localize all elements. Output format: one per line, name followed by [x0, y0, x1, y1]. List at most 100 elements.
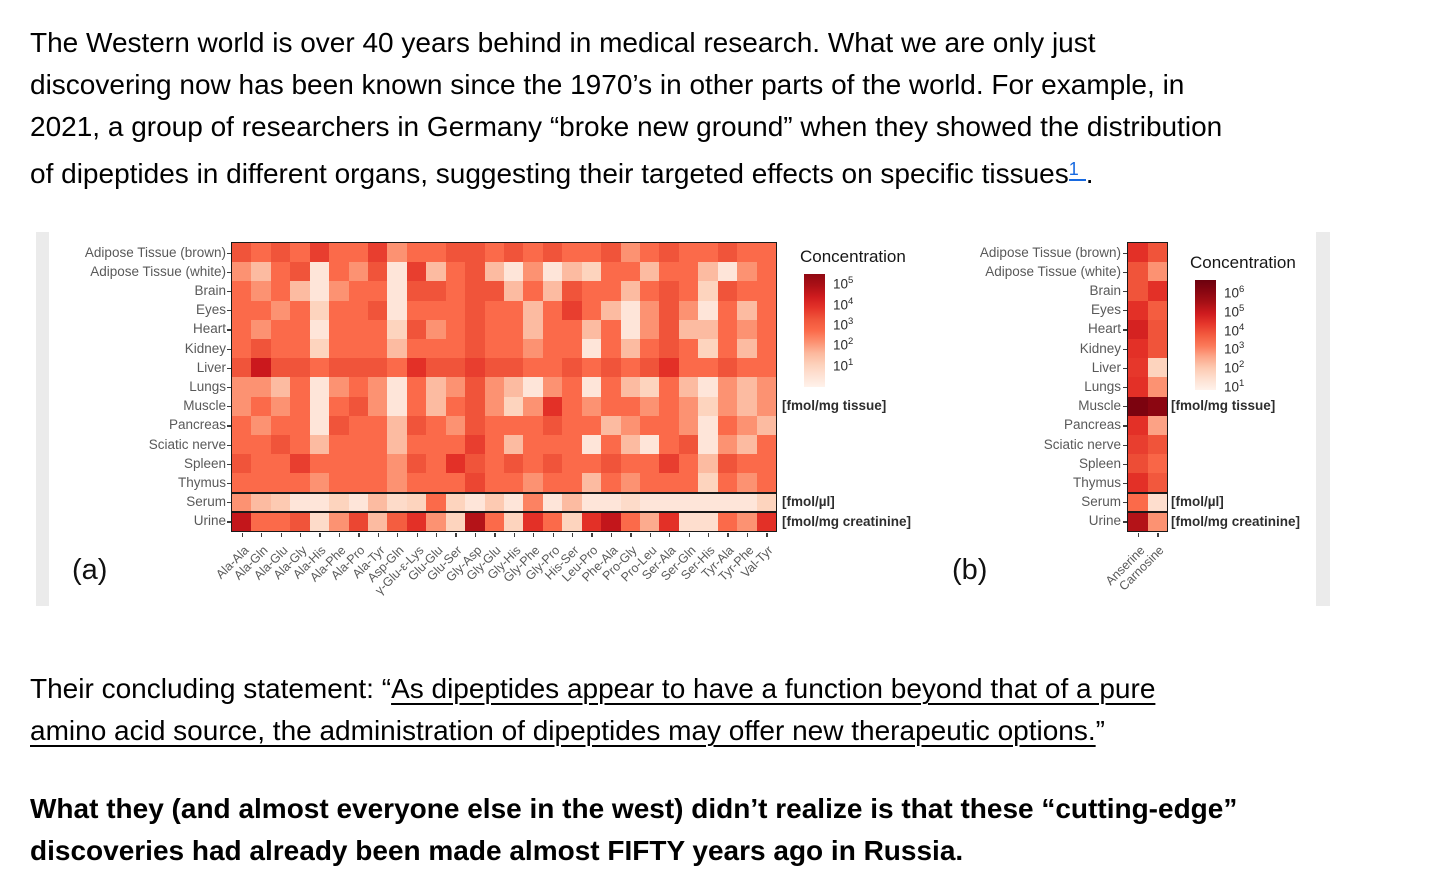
heatmap-cell	[717, 281, 738, 302]
heatmap-cell	[620, 358, 641, 378]
axis-tick-left	[1122, 463, 1127, 466]
heatmap-cell	[251, 281, 272, 302]
heatmap-cell	[251, 262, 272, 282]
heatmap-cell	[504, 377, 525, 398]
heatmap-cell	[698, 473, 719, 494]
heatmap-cell	[659, 281, 680, 302]
heatmap-cell	[465, 281, 486, 302]
heatmap-cell	[640, 319, 661, 340]
row-label: Adipose Tissue (white)	[985, 263, 1121, 279]
heatmap-cell	[484, 435, 505, 455]
heatmap-cell	[1128, 243, 1149, 263]
heatmap-cell	[504, 454, 525, 474]
heatmap-cell	[445, 511, 466, 532]
legend-tick-label: 106	[1224, 284, 1245, 301]
heatmap-cell	[368, 243, 389, 263]
heatmap-cell	[484, 492, 505, 513]
heatmap-cell	[445, 492, 466, 513]
heatmap-cell	[678, 435, 699, 455]
heatmap-cell	[329, 281, 350, 302]
heatmap-cell	[698, 319, 719, 340]
heatmap-cell	[445, 358, 466, 378]
heatmap-cell	[756, 492, 777, 513]
heatmap-cell	[698, 435, 719, 455]
heatmap-cell	[659, 396, 680, 417]
heatmap-cell	[270, 473, 291, 494]
heatmap-cell	[251, 435, 272, 455]
heatmap-cell	[737, 511, 758, 532]
row-label: Pancreas	[168, 417, 226, 433]
heatmap-cell	[387, 492, 408, 513]
heatmap-cell	[542, 243, 563, 263]
heatmap-cell	[426, 262, 447, 282]
heatmap-cell	[542, 358, 563, 378]
heatmap-cell	[1147, 435, 1168, 455]
heatmap-cell	[251, 415, 272, 436]
heatmap-cell	[504, 511, 525, 532]
heatmap-cell	[562, 396, 583, 417]
heatmap-cell	[640, 435, 661, 455]
colorbar	[1195, 280, 1216, 390]
heatmap-cell	[562, 319, 583, 340]
heatmap-cell	[232, 319, 253, 340]
heatmap-cell	[504, 262, 525, 282]
row-label: Kidney	[1079, 340, 1121, 356]
legend-tick-label: 104	[833, 295, 854, 313]
legend-tick-label: 102	[833, 336, 854, 353]
heatmap-cell	[756, 377, 777, 398]
heatmap-cell	[484, 415, 505, 436]
heatmap-cell	[251, 492, 272, 513]
heatmap-cell	[329, 377, 350, 398]
heatmap-cell	[445, 300, 466, 321]
axis-tick-bottom	[261, 532, 263, 537]
paragraph-line: discoveries had already been made almost…	[30, 835, 964, 866]
heatmap-cell	[601, 243, 622, 263]
panel-label-b: (b)	[952, 554, 988, 586]
heatmap-cell	[542, 473, 563, 494]
heatmap-cell	[1147, 262, 1168, 282]
heatmap-cell	[348, 415, 369, 436]
footnote-link[interactable]: 1	[1068, 159, 1086, 181]
heatmap-cell	[251, 454, 272, 474]
heatmap-cell	[678, 377, 699, 398]
row-label: Thymus	[177, 475, 226, 490]
heatmap-cell	[717, 473, 738, 494]
heatmap-cell	[601, 435, 622, 455]
figure-dipeptide-heatmaps[interactable]: Adipose Tissue (brown) Adipose Tissue (wh…	[0, 232, 1434, 610]
heatmap-cell	[484, 300, 505, 321]
heatmap-cell	[406, 415, 427, 436]
heatmap-cell	[756, 511, 777, 532]
heatmap-cell	[290, 473, 311, 494]
row-label: Lungs	[189, 379, 226, 394]
heatmap-cell	[406, 319, 427, 340]
heatmap-cell	[251, 511, 272, 532]
heatmap-cell	[348, 339, 369, 359]
axis-tick-bottom	[766, 532, 768, 537]
axis-tick-bottom	[727, 532, 729, 537]
heatmap-cell	[620, 377, 641, 398]
heatmap-cell	[406, 454, 427, 474]
paragraph-text: Their concluding statement: “	[30, 673, 392, 704]
heatmap-cell	[445, 473, 466, 494]
legend-tick-label: 105	[833, 275, 854, 292]
axis-tick-bottom	[688, 532, 690, 537]
heatmap-cell	[542, 319, 563, 340]
heatmap-cell	[251, 300, 272, 321]
heatmap-cell	[290, 396, 311, 417]
heatmap-cell	[251, 377, 272, 398]
heatmap-cell	[232, 377, 253, 398]
axis-tick-bottom	[241, 532, 243, 537]
heatmap-cell	[368, 358, 389, 378]
heatmap-cell	[737, 396, 758, 417]
heatmap-cell	[504, 415, 525, 436]
heatmap-cell	[290, 319, 311, 340]
heatmap-cell	[659, 319, 680, 340]
heatmap-cell	[309, 511, 330, 532]
heatmap-cell	[562, 281, 583, 302]
heatmap-cell	[348, 243, 369, 263]
heatmap-cell	[309, 262, 330, 282]
heatmap-cell	[484, 473, 505, 494]
row-label: Kidney	[184, 340, 226, 356]
heatmap-cell	[309, 339, 330, 359]
heatmap-cell	[309, 300, 330, 321]
